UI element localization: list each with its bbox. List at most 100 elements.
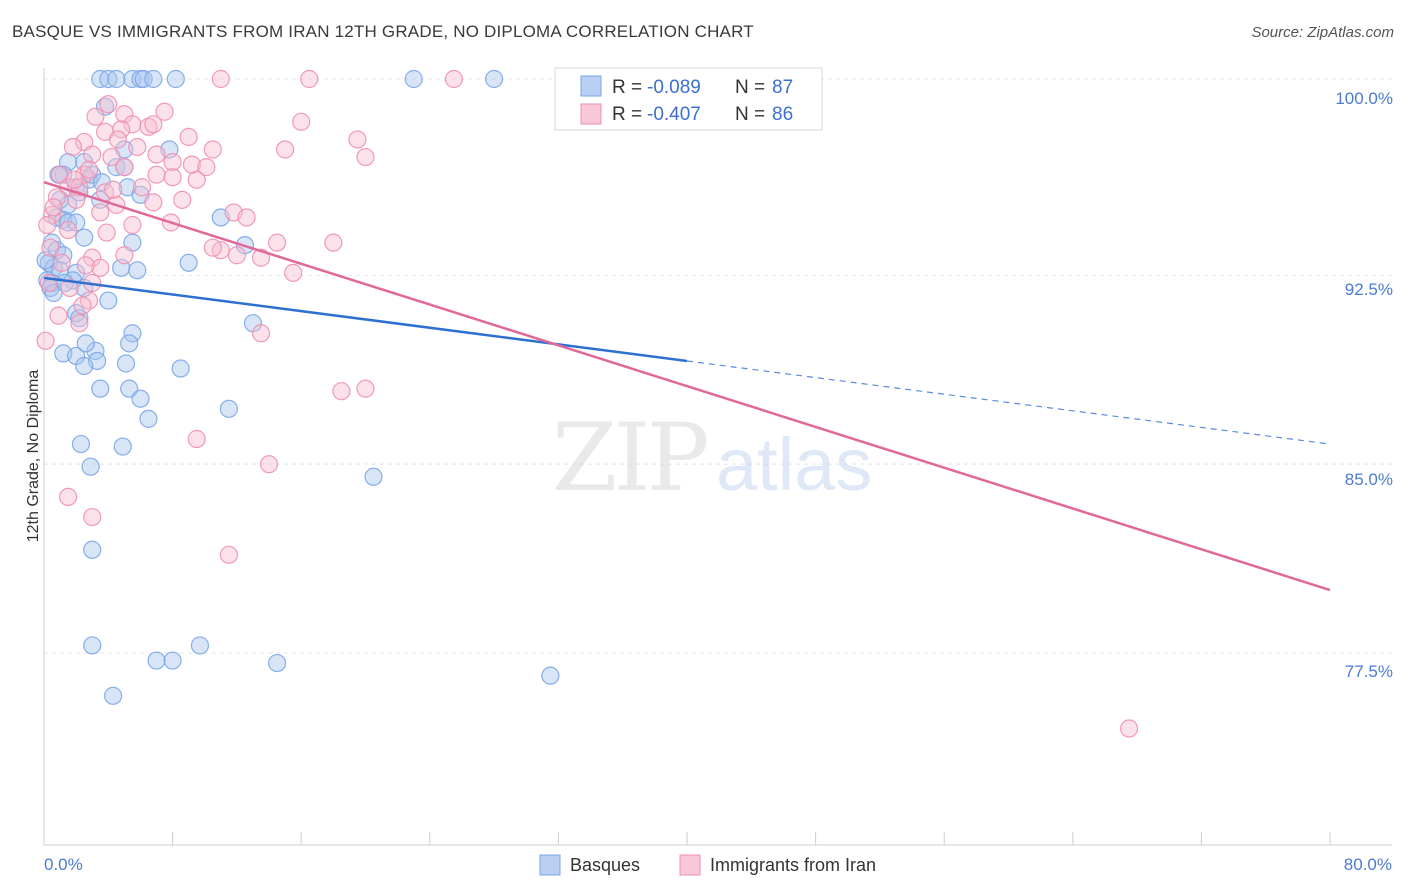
basques-point xyxy=(166,69,185,89)
iran-point xyxy=(203,238,222,257)
legend-label-iran: Immigrants from Iran xyxy=(710,855,876,875)
stats-legend-r-iran: -0.407 xyxy=(647,104,701,125)
chart-title: BASQUE VS IMMIGRANTS FROM IRAN 12TH GRAD… xyxy=(12,22,754,41)
y-tick-labels: 77.5% 85.0% 92.5% 100.0% xyxy=(1335,89,1393,681)
iran-point xyxy=(86,107,105,126)
iran-point xyxy=(83,507,102,527)
iran-point xyxy=(276,140,295,159)
iran-trend-line xyxy=(43,181,1331,592)
iran-point xyxy=(104,180,123,199)
basques-point xyxy=(171,359,190,378)
iran-point xyxy=(76,256,95,275)
iran-point xyxy=(197,158,216,177)
iran-point xyxy=(1119,719,1139,738)
basques-point xyxy=(128,261,147,280)
iran-point xyxy=(44,198,63,217)
iran-point xyxy=(324,233,343,252)
iran-point xyxy=(132,178,152,197)
iran-point xyxy=(63,137,83,157)
iran-point xyxy=(444,69,464,89)
y-tick-label: 100.0% xyxy=(1335,89,1393,108)
iran-point xyxy=(356,379,375,398)
basques-point xyxy=(147,651,166,670)
iran-point xyxy=(97,223,116,242)
x-ticks xyxy=(43,832,1331,845)
iran-point xyxy=(128,137,147,157)
basques-point xyxy=(123,324,142,343)
basques-point xyxy=(91,379,110,398)
iran-point xyxy=(284,263,303,282)
iran-point xyxy=(108,130,128,149)
basques-point xyxy=(83,540,102,559)
y-tick-label: 77.5% xyxy=(1345,662,1393,681)
basques-point xyxy=(267,653,287,673)
iran-point xyxy=(356,147,375,167)
basques-point xyxy=(113,437,132,456)
legend-swatch-basques xyxy=(539,854,561,876)
basques-point xyxy=(144,69,163,89)
basques-point xyxy=(131,389,150,408)
stats-legend-swatch-basques xyxy=(580,75,602,97)
stats-legend-r-basques: -0.089 xyxy=(647,77,701,98)
iran-point xyxy=(102,147,121,167)
gridlines xyxy=(44,78,1392,654)
stats-legend-n-label-basques: N = xyxy=(735,77,765,98)
basques-point xyxy=(163,651,182,670)
iran-point xyxy=(91,203,110,222)
iran-point xyxy=(115,158,134,177)
watermark-atlas: atlas xyxy=(716,423,872,506)
iran-point xyxy=(73,296,92,315)
iran-point xyxy=(211,69,230,89)
watermark-zip: ZIP xyxy=(552,404,706,513)
basques-point xyxy=(107,69,126,89)
iran-point xyxy=(155,102,174,121)
basques-points xyxy=(36,69,592,705)
iran-point xyxy=(332,382,351,401)
iran-point xyxy=(47,188,66,207)
iran-point xyxy=(163,168,182,187)
iran-point xyxy=(83,145,102,164)
iran-point xyxy=(59,220,78,240)
iran-point xyxy=(99,95,118,114)
iran-point xyxy=(147,165,166,184)
iran-point xyxy=(65,170,84,189)
iran-point xyxy=(70,314,89,333)
iran-point xyxy=(144,193,163,212)
basques-point xyxy=(190,636,210,655)
iran-point xyxy=(237,208,256,227)
y-axis-title: 12th Grade, No Diploma xyxy=(25,370,42,543)
y-tick-label: 85.0% xyxy=(1345,470,1393,489)
axes xyxy=(43,68,1392,846)
basques-point xyxy=(83,636,102,655)
iran-point xyxy=(79,160,99,179)
iran-point xyxy=(42,205,62,225)
legend-label-basques: Basques xyxy=(570,855,640,875)
basques-point xyxy=(120,379,139,398)
iran-point xyxy=(59,487,78,507)
iran-point xyxy=(144,115,163,134)
basques-point xyxy=(71,434,91,454)
basques-point xyxy=(67,304,86,323)
iran-point xyxy=(52,253,71,272)
basques-point xyxy=(104,686,123,705)
iran-point xyxy=(163,152,182,172)
iran-point xyxy=(41,238,60,257)
basques-point xyxy=(134,69,153,89)
basques-point xyxy=(81,457,100,476)
basques-point xyxy=(116,354,136,373)
iran-point xyxy=(91,258,110,277)
basques-point xyxy=(364,467,383,486)
y-tick-label: 92.5% xyxy=(1345,280,1393,299)
iran-point xyxy=(267,233,287,252)
basques-point xyxy=(99,291,118,310)
iran-point xyxy=(187,429,206,449)
stats-legend-swatch-iran xyxy=(580,103,602,125)
stats-legend-r-label-iran: R = xyxy=(612,104,642,125)
source-credit: Source: ZipAtlas.com xyxy=(1251,24,1394,41)
x-tick-label-min: 0.0% xyxy=(44,855,83,874)
iran-point xyxy=(179,127,198,147)
basques-trend-line xyxy=(43,276,688,363)
basques-point xyxy=(120,334,139,353)
iran-point xyxy=(203,140,222,159)
